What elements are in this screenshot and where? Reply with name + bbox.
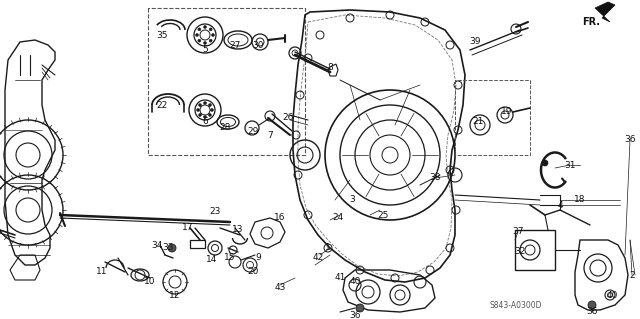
Text: 26: 26 [282,114,294,122]
Circle shape [588,301,596,309]
Text: 7: 7 [267,130,273,139]
Circle shape [204,101,207,105]
Text: 42: 42 [312,254,324,263]
Circle shape [211,108,214,112]
Circle shape [198,28,201,31]
Text: 43: 43 [275,284,285,293]
Text: 36: 36 [586,308,598,316]
Text: 28: 28 [220,123,230,132]
Text: 38: 38 [429,174,441,182]
Circle shape [198,114,202,116]
Text: 35: 35 [156,31,168,40]
Text: 6: 6 [202,117,208,127]
Text: 13: 13 [232,226,244,234]
Text: 30: 30 [252,41,264,50]
Text: 36: 36 [624,136,636,145]
Circle shape [209,114,211,116]
Text: 21: 21 [472,117,484,127]
Text: 25: 25 [378,211,388,219]
Text: 36: 36 [349,310,361,319]
Circle shape [211,33,214,36]
Text: 10: 10 [144,278,156,286]
Circle shape [168,244,176,252]
Circle shape [198,104,202,107]
Circle shape [542,160,548,166]
Text: 3: 3 [349,196,355,204]
Circle shape [195,33,198,36]
Text: 34: 34 [151,241,163,249]
Circle shape [204,41,207,44]
Text: 40: 40 [606,291,618,300]
Text: S843-A0300D: S843-A0300D [490,301,543,310]
Text: 27: 27 [229,41,241,49]
Text: 40: 40 [349,278,361,286]
Text: 33: 33 [163,243,173,253]
Text: 18: 18 [574,196,586,204]
Circle shape [198,39,201,42]
Text: FR.: FR. [582,17,600,27]
Text: 8: 8 [327,63,333,71]
Text: 4: 4 [557,201,563,210]
Circle shape [209,28,212,31]
Text: 24: 24 [332,213,344,222]
Text: 29: 29 [247,128,259,137]
Text: 23: 23 [209,207,221,217]
Circle shape [209,39,212,42]
Text: 12: 12 [170,291,180,300]
Polygon shape [595,2,615,22]
Text: 1: 1 [325,243,331,253]
Text: 11: 11 [96,268,108,277]
Text: 31: 31 [564,160,576,169]
Circle shape [204,115,207,118]
Text: 17: 17 [182,224,194,233]
Circle shape [204,26,207,28]
Circle shape [356,304,364,312]
Text: 41: 41 [334,273,346,283]
Text: 37: 37 [512,227,524,236]
Circle shape [196,108,200,112]
Text: 16: 16 [275,213,285,222]
Text: 2: 2 [629,271,635,279]
Text: 19: 19 [501,108,513,116]
Text: 5: 5 [202,46,208,55]
Text: 9: 9 [255,254,261,263]
Text: 32: 32 [515,248,525,256]
Text: 20: 20 [247,268,259,277]
Circle shape [209,104,211,107]
Text: 15: 15 [224,254,236,263]
Text: 22: 22 [156,100,168,109]
Text: 14: 14 [206,256,218,264]
Text: 39: 39 [469,38,481,47]
